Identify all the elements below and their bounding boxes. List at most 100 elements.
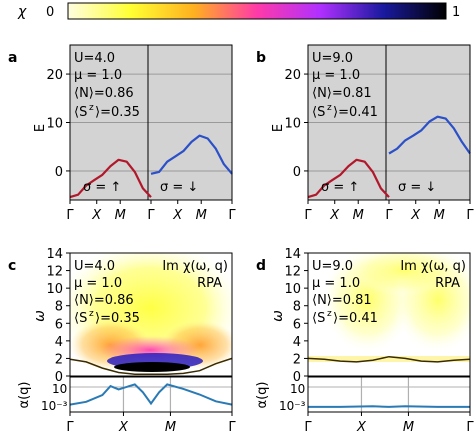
panel-b-sz-value: ⟩=0.41 — [333, 105, 378, 120]
panel-c-mu: μ = 1.0 — [74, 276, 122, 291]
panel-c-xtick-label: M — [165, 420, 176, 435]
panel-c-alpha-grid — [70, 377, 232, 412]
panel-a-spin-down: σ = ↓ — [160, 180, 198, 195]
panel-a-spin-up: σ = ↑ — [83, 180, 121, 195]
panel-b-ytick-label: 10 — [284, 117, 301, 132]
panel-a-mu: μ = 1.0 — [74, 68, 122, 83]
panel-a-sz: ⟨S z ⟩=0.35 — [74, 103, 140, 120]
panel-d-gap-line — [307, 355, 471, 363]
panel-d-alpha-tick-10: 10 — [290, 382, 305, 396]
panel-c-alpha-curve — [69, 383, 233, 406]
panel-d-N: ⟨N⟩=0.81 — [312, 293, 372, 308]
panel-c-alpha-tick-1e-3: 10⁻³ — [41, 399, 68, 413]
panel-b-sz-sup: z — [327, 103, 332, 113]
panel-b-xtick-label: X — [329, 208, 340, 223]
panel-b-sz: ⟨S z ⟩=0.41 — [312, 103, 378, 120]
panel-b-xtick-label: X — [410, 208, 421, 223]
panel-d-alpha-tick-1e-3: 10⁻³ — [279, 399, 306, 413]
panel-d-heatmap — [308, 253, 470, 362]
panel-c-sz-value: ⟩=0.35 — [95, 311, 140, 326]
panel-d-sz-prefix: ⟨S — [312, 311, 325, 326]
panel-a-series — [69, 134, 233, 199]
panel-d-ytick-label: 14 — [284, 247, 301, 262]
panel-d-letter: d — [256, 258, 266, 274]
panel-a-xtick-label: Γ — [66, 208, 74, 223]
panel-d-sz-value: ⟩=0.41 — [333, 311, 378, 326]
panel-d-band — [308, 356, 470, 362]
panel-a-xtick-label: Γ — [147, 208, 155, 223]
panel-a-sz-prefix: ⟨S — [74, 105, 87, 120]
panel-c-sz-prefix: ⟨S — [74, 311, 87, 326]
panel-d-ytick-label: 0 — [293, 370, 301, 385]
panel-c-sz-sup: z — [89, 309, 94, 319]
panel-d-gap-curve — [307, 355, 471, 363]
panel-a-ylabel: E — [33, 124, 48, 132]
panel-d-alpha-ylabel: α(q) — [255, 382, 270, 409]
panel-c-gap-curve — [69, 357, 233, 375]
panel-a-N: ⟨N⟩=0.86 — [74, 86, 134, 101]
panel-c-xtick-label: Γ — [228, 420, 236, 435]
colorbar-max-label: 1 — [452, 5, 460, 20]
panel-b-ylabel: E — [271, 124, 286, 132]
panel-c-U: U=4.0 — [74, 259, 115, 274]
panel-a-ytick-label: 20 — [46, 68, 63, 83]
panel-d-xtick-label: Γ — [466, 420, 474, 435]
panel-d-ytick-label: 8 — [293, 300, 301, 315]
panel-d-yticks: 0 2 4 6 8 10 12 14 — [284, 247, 308, 385]
panel-b-xtick-label: Γ — [385, 208, 393, 223]
panel-b-spin-down: σ = ↓ — [398, 180, 436, 195]
panel-c-N: ⟨N⟩=0.86 — [74, 293, 134, 308]
panel-b-series-up — [307, 158, 390, 199]
panel-c-alpha-bg — [70, 377, 232, 412]
panel-c-ytick-label: 12 — [46, 265, 63, 280]
panel-d-ytick-label: 4 — [293, 335, 301, 350]
panel-a-U: U=4.0 — [74, 51, 115, 66]
panel-b-ytick-label: 0 — [293, 165, 301, 180]
panel-d-im-label: Im χ(ω, q) — [400, 259, 466, 274]
panel-c-ytick-label: 10 — [46, 282, 63, 297]
panel-b-sz-prefix: ⟨S — [312, 105, 325, 120]
panel-b-xtick-label: Γ — [304, 208, 312, 223]
panel-a-yticks: 0 10 20 — [46, 68, 70, 180]
panel-a-sz-sup: z — [89, 103, 94, 113]
panel-d-ylabel: ω — [270, 310, 286, 322]
panel-c-ytick-label: 0 — [55, 370, 63, 385]
panel-a-xtick-label: X — [172, 208, 183, 223]
panel-c-letter: c — [8, 258, 16, 274]
panel-c-gap-line — [69, 357, 233, 375]
panel-c-sz: ⟨S z ⟩=0.35 — [74, 309, 140, 326]
panel-c-ytick-label: 4 — [55, 335, 63, 350]
panel-c-yticks: 0 2 4 6 8 10 12 14 — [46, 247, 70, 385]
panel-d-xtick-label: M — [403, 420, 414, 435]
panel-b-spin-up: σ = ↑ — [321, 180, 359, 195]
panel-a-xtick-label: X — [91, 208, 102, 223]
colorbar-gradient — [67, 2, 447, 20]
panel-c-frame — [69, 252, 233, 377]
panel-c-blob-black — [114, 362, 190, 372]
panel-c-method: RPA — [197, 276, 222, 291]
panel-d-frame — [307, 252, 471, 377]
panel-b-xtick-label: M — [434, 208, 445, 223]
panel-b-series-down — [388, 115, 471, 155]
panel-b-xtick-label: M — [353, 208, 364, 223]
panel-c-alpha-line — [69, 383, 233, 406]
panel-b-ytick-label: 20 — [284, 68, 301, 83]
panel-b-xtick-label: Γ — [466, 208, 474, 223]
panel-a-sz-value: ⟩=0.35 — [95, 105, 140, 120]
panel-c-alpha-ylabel: α(q) — [17, 382, 32, 409]
panel-b-U: U=9.0 — [312, 51, 353, 66]
panel-d-blob-top — [349, 253, 459, 295]
panel-a-xtick-label: M — [196, 208, 207, 223]
panel-d-U: U=9.0 — [312, 259, 353, 274]
panel-d: d 0 2 4 6 8 10 12 14 ω U=9.0 μ = 1.0 ⟨N⟩=0.81 ⟨… — [255, 247, 474, 435]
panel-d-xtick-label: X — [356, 420, 367, 435]
panel-d-sz: ⟨S z ⟩=0.41 — [312, 309, 378, 326]
colorbar: χ 0 1 — [17, 2, 460, 20]
panel-b-grid — [308, 73, 470, 172]
